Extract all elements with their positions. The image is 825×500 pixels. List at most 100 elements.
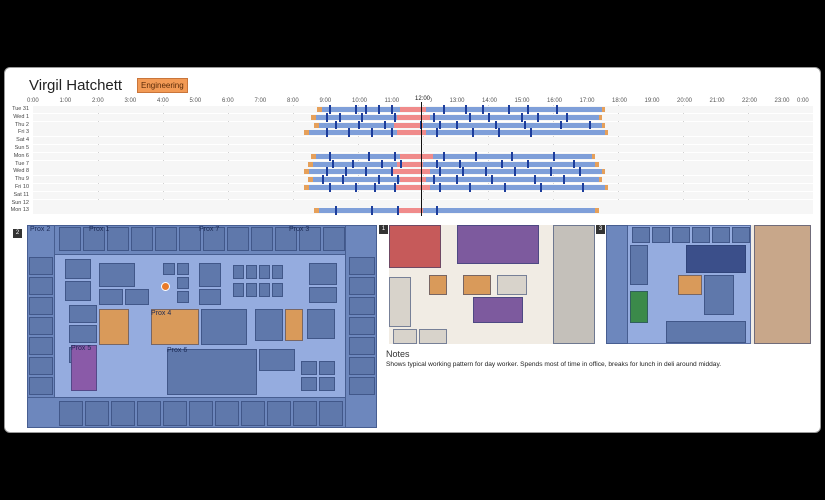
movement-marker[interactable] xyxy=(510,151,513,161)
movement-marker[interactable] xyxy=(562,175,565,185)
movement-marker[interactable] xyxy=(462,167,464,177)
room[interactable] xyxy=(137,401,161,426)
departure-segment[interactable] xyxy=(595,161,599,167)
movement-marker[interactable] xyxy=(364,167,367,177)
room[interactable] xyxy=(307,309,335,339)
room-purple[interactable] xyxy=(457,225,539,264)
movement-marker[interactable] xyxy=(380,159,383,169)
room[interactable] xyxy=(177,277,189,289)
departure-segment[interactable] xyxy=(601,122,605,128)
room[interactable] xyxy=(233,265,244,279)
presence-bar[interactable] xyxy=(322,107,602,112)
arrival-segment[interactable] xyxy=(314,122,319,128)
movement-marker[interactable] xyxy=(501,159,503,169)
room[interactable] xyxy=(259,283,270,297)
movement-marker[interactable] xyxy=(582,183,585,192)
movement-marker[interactable] xyxy=(374,183,377,192)
movement-marker[interactable] xyxy=(540,183,542,192)
room[interactable] xyxy=(704,275,734,315)
room[interactable] xyxy=(349,297,375,315)
departure-segment[interactable] xyxy=(605,185,609,190)
movement-marker[interactable] xyxy=(579,167,581,177)
room-orange-1[interactable] xyxy=(99,309,129,345)
room[interactable] xyxy=(319,361,335,375)
presence-bar[interactable] xyxy=(312,161,596,167)
room[interactable] xyxy=(309,263,337,285)
room[interactable] xyxy=(215,401,239,426)
arrival-segment[interactable] xyxy=(304,130,310,136)
movement-marker[interactable] xyxy=(345,167,347,177)
movement-marker[interactable] xyxy=(335,206,338,216)
arrival-segment[interactable] xyxy=(310,153,316,159)
movement-marker[interactable] xyxy=(494,120,497,130)
day-row[interactable] xyxy=(33,145,813,152)
room-purple[interactable] xyxy=(473,297,523,323)
presence-bar[interactable] xyxy=(319,208,596,214)
movement-marker[interactable] xyxy=(549,167,552,177)
movement-marker[interactable] xyxy=(322,175,325,185)
room[interactable] xyxy=(272,283,283,297)
room-light[interactable] xyxy=(393,329,417,344)
person-location-marker[interactable] xyxy=(161,282,170,291)
arrival-segment[interactable] xyxy=(317,107,323,112)
departure-segment[interactable] xyxy=(605,130,609,136)
room[interactable] xyxy=(177,291,189,303)
arrival-segment[interactable] xyxy=(307,161,313,167)
room-tan[interactable] xyxy=(754,225,811,344)
movement-marker[interactable] xyxy=(393,112,396,122)
movement-marker[interactable] xyxy=(471,128,474,138)
movement-marker[interactable] xyxy=(341,175,344,185)
department-badge[interactable]: Engineering xyxy=(137,78,188,93)
room[interactable] xyxy=(69,305,97,323)
movement-marker[interactable] xyxy=(432,175,435,185)
room[interactable] xyxy=(189,401,213,426)
room[interactable] xyxy=(65,281,91,301)
lunch-segment[interactable] xyxy=(400,153,433,159)
room[interactable] xyxy=(349,257,375,275)
room[interactable] xyxy=(672,227,690,243)
room[interactable] xyxy=(155,227,177,251)
movement-marker[interactable] xyxy=(439,120,442,130)
room[interactable] xyxy=(233,283,244,297)
movement-marker[interactable] xyxy=(481,105,484,114)
room[interactable] xyxy=(107,227,129,251)
movement-marker[interactable] xyxy=(442,151,445,161)
movement-marker[interactable] xyxy=(484,167,487,177)
room[interactable] xyxy=(319,377,335,391)
departure-segment[interactable] xyxy=(601,169,605,175)
room[interactable] xyxy=(29,297,53,315)
movement-marker[interactable] xyxy=(468,112,471,122)
movement-marker[interactable] xyxy=(393,183,396,192)
movement-marker[interactable] xyxy=(465,105,468,114)
departure-segment[interactable] xyxy=(598,114,602,120)
lunch-segment[interactable] xyxy=(397,114,430,120)
presence-bar[interactable] xyxy=(315,114,599,120)
arrival-segment[interactable] xyxy=(307,177,313,183)
room[interactable] xyxy=(199,263,221,287)
floor-1-map[interactable] xyxy=(389,225,595,344)
movement-marker[interactable] xyxy=(442,105,445,114)
movement-marker[interactable] xyxy=(371,128,373,138)
lunch-segment[interactable] xyxy=(393,122,423,128)
movement-marker[interactable] xyxy=(390,128,393,138)
movement-marker[interactable] xyxy=(536,112,539,122)
room[interactable] xyxy=(293,401,317,426)
room[interactable] xyxy=(259,265,270,279)
room[interactable] xyxy=(323,227,345,251)
room[interactable] xyxy=(131,227,153,251)
room[interactable] xyxy=(65,259,91,279)
movement-marker[interactable] xyxy=(397,175,399,185)
movement-marker[interactable] xyxy=(436,128,438,138)
movement-marker[interactable] xyxy=(361,112,364,122)
movement-marker[interactable] xyxy=(377,175,380,185)
room[interactable] xyxy=(652,227,670,243)
movement-marker[interactable] xyxy=(393,151,396,161)
room-orange[interactable] xyxy=(678,275,702,295)
day-row[interactable] xyxy=(33,199,813,207)
movement-marker[interactable] xyxy=(527,105,529,114)
movement-marker[interactable] xyxy=(520,112,523,122)
movement-marker[interactable] xyxy=(390,167,393,177)
movement-marker[interactable] xyxy=(523,120,526,130)
departure-segment[interactable] xyxy=(598,177,602,183)
movement-marker[interactable] xyxy=(533,175,536,185)
